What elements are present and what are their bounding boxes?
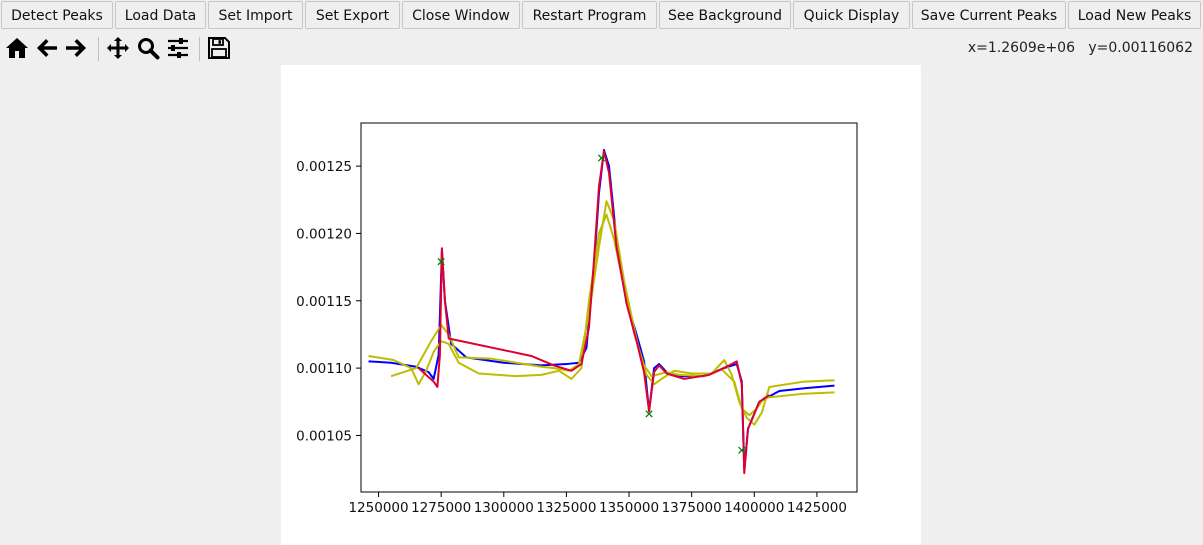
x-tick-label: 1425000 (787, 500, 847, 516)
button-toolbar: Detect Peaks Load Data Set Import Set Ex… (0, 0, 1203, 31)
save-floppy-icon[interactable] (206, 35, 232, 61)
y-tick-label: 0.00105 (296, 428, 352, 444)
cursor-coordinates: x=1.2609e+06 y=0.00116062 (968, 40, 1193, 56)
pan-move-icon[interactable] (105, 35, 131, 61)
x-tick-label: 1300000 (474, 500, 534, 516)
axes-frame (360, 122, 858, 493)
plot-figure[interactable]: 1250000 1275000 1300000 1325000 1350000 13750… (281, 65, 921, 545)
back-arrow-icon[interactable] (34, 35, 60, 61)
y-tick-label: 0.00120 (296, 226, 352, 242)
x-tick-label: 1400000 (724, 500, 784, 516)
navigation-toolbar (0, 33, 1203, 64)
plot-canvas[interactable]: 1250000 1275000 1300000 1325000 1350000 13750… (281, 65, 921, 545)
y-tick-label: 0.00115 (296, 294, 352, 310)
peak-marker (597, 154, 606, 162)
see-background-button[interactable]: See Background (659, 1, 791, 29)
set-export-button[interactable]: Set Export (305, 1, 400, 29)
zoom-magnifier-icon[interactable] (135, 35, 161, 61)
cursor-x-readout: x=1.2609e+06 (967, 40, 1075, 56)
home-icon[interactable] (4, 35, 30, 61)
x-tick-label: 1250000 (348, 500, 408, 516)
peak-marker (645, 410, 653, 418)
toolbar-separator (199, 37, 200, 61)
y-tick-label: 0.00110 (296, 361, 352, 377)
save-current-peaks-button[interactable]: Save Current Peaks (912, 1, 1066, 29)
x-tick-label: 1275000 (411, 500, 471, 516)
load-data-button[interactable]: Load Data (115, 1, 206, 29)
y-tick-label: 0.00125 (296, 159, 352, 175)
load-new-peaks-button[interactable]: Load New Peaks (1068, 1, 1201, 29)
detect-peaks-button[interactable]: Detect Peaks (1, 1, 113, 29)
close-window-button[interactable]: Close Window (402, 1, 520, 29)
toolbar-separator (98, 37, 99, 61)
quick-display-button[interactable]: Quick Display (793, 1, 910, 29)
subplots-config-icon[interactable] (165, 35, 191, 61)
set-import-button[interactable]: Set Import (208, 1, 303, 29)
component-series-line (368, 213, 835, 417)
fit-series-line (417, 150, 770, 475)
cursor-y-readout: y=0.00116062 (1088, 40, 1193, 56)
forward-arrow-icon[interactable] (63, 35, 89, 61)
x-tick-label: 1375000 (662, 500, 722, 516)
peak-marker (738, 446, 746, 454)
restart-program-button[interactable]: Restart Program (522, 1, 657, 29)
x-tick-label: 1350000 (599, 500, 659, 516)
peak-marker (437, 258, 445, 266)
x-tick-label: 1325000 (536, 500, 596, 516)
